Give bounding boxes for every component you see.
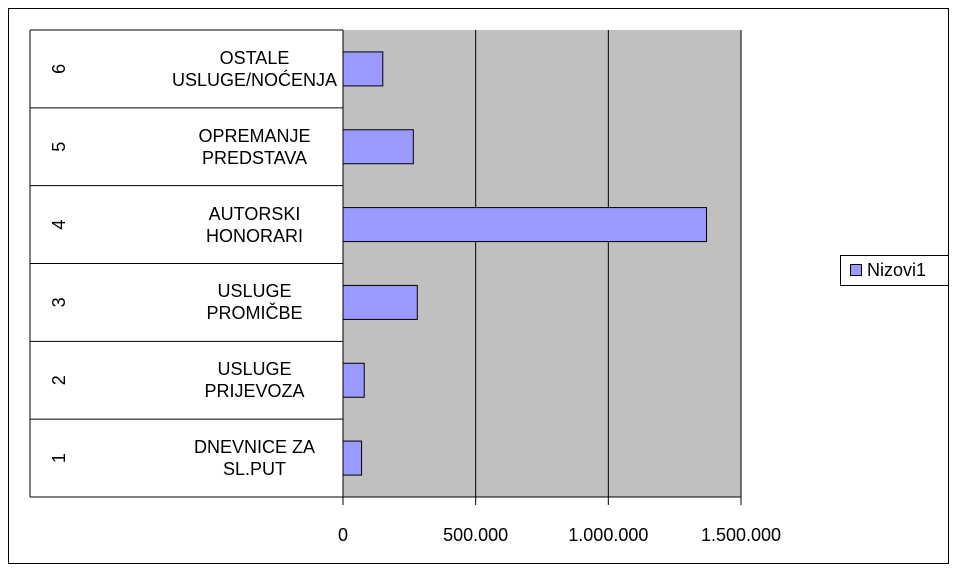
category-label-box: USLUGE PRIJEVOZA [204,359,305,402]
bar [342,129,414,165]
category-group-label: 3 [49,297,69,307]
category-label-box: OSTALE USLUGE/NOĆENJA [172,47,337,90]
category-label: AUTORSKI HONORARI [205,203,303,246]
category-label: OSTALE USLUGE/NOĆENJA [172,47,337,90]
x-tick-label: 1.000.000 [568,525,648,545]
bar [342,207,708,243]
category-label-box: DNEVNICE ZA SL.PUT [193,437,316,480]
category-label-box: USLUGE PROMIČBE [206,281,303,324]
bar [342,440,363,476]
bar [342,362,365,398]
category-group-label: 1 [49,453,69,463]
bar [342,284,418,320]
category-label: DNEVNICE ZA SL.PUT [193,437,316,480]
category-label-box: OPREMANJE PREDSTAVA [198,125,311,168]
category-label-box: AUTORSKI HONORARI [205,203,303,246]
x-tick-label: 0 [338,525,348,545]
category-group-label: 6 [49,64,69,74]
category-label: USLUGE PROMIČBE [206,281,303,324]
bar [342,51,384,87]
category-group-label: 5 [49,142,69,152]
category-group-label: 4 [49,220,69,230]
x-tick-label: 500.000 [443,525,508,545]
legend-swatch [850,264,862,276]
category-label: OPREMANJE PREDSTAVA [198,125,311,168]
x-tick-label: 1.500.000 [701,525,781,545]
legend: Nizovi1 [840,255,949,286]
legend-label: Nizovi1 [867,260,926,280]
category-label: USLUGE PRIJEVOZA [204,359,305,402]
category-group-label: 2 [49,375,69,385]
plot-area [343,30,741,497]
